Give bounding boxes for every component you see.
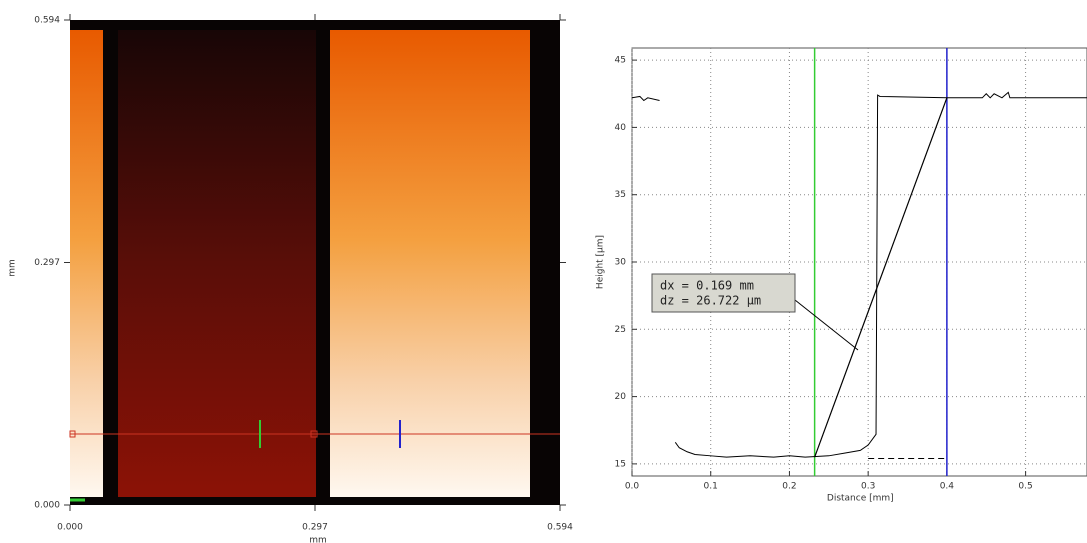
y-tick-label: 35 bbox=[615, 190, 626, 200]
height-map bbox=[69, 20, 560, 505]
x-axis-label: mm bbox=[309, 536, 327, 543]
x-tick-label: 0.1 bbox=[704, 482, 718, 492]
x-tick-label: 0.297 bbox=[302, 523, 328, 533]
y-axis-label: mm bbox=[8, 259, 18, 277]
y-tick-label: 40 bbox=[615, 123, 627, 133]
y-axis-label: Height [µm] bbox=[596, 235, 606, 289]
map-axes: 0.000 0.297 0.594 0.000 0.297 0.594 mm mm bbox=[8, 14, 573, 543]
annotation-leader bbox=[794, 299, 859, 351]
profile-chart: 0.0 0.1 0.2 0.3 0.4 0.5 15 20 25 30 35 40 45 Distance… bbox=[596, 47, 1087, 504]
x-tick-label: 0.2 bbox=[782, 482, 796, 492]
profile-line bbox=[631, 95, 660, 102]
x-tick-label: 0.5 bbox=[1018, 482, 1032, 492]
annotation-box bbox=[651, 273, 796, 313]
x-tick-label: 0.000 bbox=[57, 523, 83, 533]
y-tick-label: 15 bbox=[615, 459, 626, 469]
y-tick-label: 20 bbox=[615, 392, 627, 402]
x-tick-label: 0.4 bbox=[940, 482, 955, 492]
annotation-text: dz = 26.722 µm bbox=[660, 294, 761, 308]
x-tick-label: 0.3 bbox=[861, 482, 875, 492]
annotation-text: dx = 0.169 mm bbox=[660, 279, 754, 293]
profile-line bbox=[674, 91, 1087, 458]
x-tick-label: 0.594 bbox=[547, 523, 573, 533]
y-tick-label: 0.297 bbox=[34, 258, 60, 268]
y-tick-label: 25 bbox=[615, 325, 626, 335]
x-tick-label: 0.0 bbox=[625, 482, 640, 492]
y-tick-label: 0.000 bbox=[34, 501, 60, 511]
measure-line bbox=[814, 97, 948, 458]
y-tick-label: 45 bbox=[615, 56, 626, 66]
y-tick-label: 30 bbox=[615, 258, 627, 268]
y-tick-label: 0.594 bbox=[34, 16, 60, 26]
x-axis-label: Distance [mm] bbox=[827, 494, 894, 504]
